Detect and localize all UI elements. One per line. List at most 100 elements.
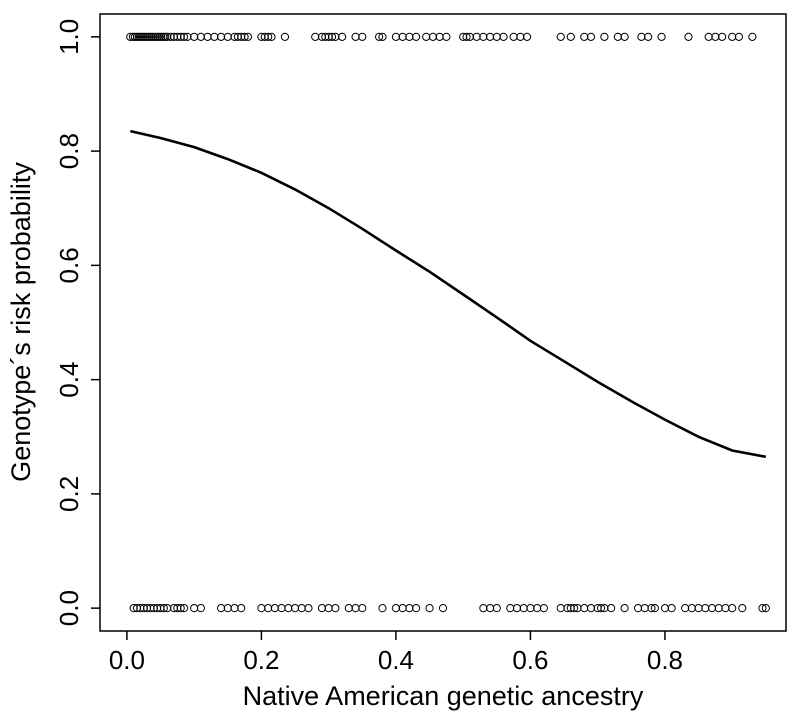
- data-point: [138, 32, 148, 41]
- data-point: [718, 32, 727, 41]
- data-point: [257, 604, 266, 613]
- data-point: [492, 32, 501, 41]
- data-point: [378, 604, 387, 613]
- data-point: [485, 32, 495, 41]
- data-point: [358, 32, 367, 41]
- data-point: [411, 32, 421, 41]
- data-point: [210, 32, 219, 41]
- data-point: [179, 604, 189, 613]
- data-point: [570, 604, 579, 613]
- y-axis-title: Genotype´s risk probability: [6, 162, 36, 482]
- data-point: [142, 32, 152, 41]
- data-point: [600, 32, 609, 41]
- data-point: [472, 32, 481, 41]
- data-point: [270, 604, 279, 613]
- data-point: [151, 32, 160, 41]
- fitted-curve-layer: [130, 129, 767, 459]
- data-point: [512, 604, 522, 613]
- data-point: [237, 604, 246, 613]
- data-point: [196, 32, 205, 41]
- data-point: [596, 604, 606, 613]
- data-point: [230, 604, 239, 613]
- data-point: [738, 604, 747, 613]
- data-point: [196, 604, 205, 613]
- data-point: [711, 32, 720, 41]
- data-point: [509, 32, 518, 41]
- data-point: [640, 604, 649, 613]
- data-point: [132, 32, 142, 41]
- data-point: [351, 604, 360, 613]
- plot-area: [99, 13, 787, 632]
- data-point: [684, 32, 693, 41]
- data-point: [358, 604, 367, 613]
- data-point: [516, 32, 525, 41]
- data-point: [506, 604, 515, 613]
- data-point: [660, 604, 670, 613]
- data-point: [405, 604, 414, 613]
- data-point: [758, 604, 767, 613]
- plot-frame: [99, 13, 787, 632]
- data-point: [586, 604, 596, 613]
- data-point: [650, 604, 659, 613]
- data-point: [216, 32, 226, 41]
- data-point: [190, 32, 199, 41]
- data-point: [280, 32, 290, 41]
- data-point: [331, 604, 340, 613]
- data-point: [317, 604, 327, 613]
- data-point: [485, 604, 495, 613]
- data-point: [267, 32, 276, 41]
- data-point: [681, 604, 690, 613]
- data-point: [375, 32, 384, 41]
- data-point: [130, 32, 140, 41]
- data-point: [580, 604, 589, 613]
- data-point: [149, 32, 158, 41]
- data-point: [216, 604, 226, 613]
- data-point: [533, 604, 542, 613]
- data-point: [721, 604, 730, 613]
- data-point: [492, 604, 501, 613]
- data-point: [190, 604, 199, 613]
- x-axis-title: Native American genetic ancestry: [243, 681, 644, 711]
- data-point: [519, 604, 528, 613]
- data-point: [391, 604, 401, 613]
- data-point: [499, 32, 508, 41]
- y-tick-label: 0.2: [54, 476, 84, 512]
- data-point: [243, 32, 253, 41]
- data-point: [144, 32, 154, 41]
- data-point: [620, 604, 629, 613]
- data-point: [128, 32, 138, 41]
- data-point: [422, 32, 431, 41]
- data-point: [728, 604, 737, 613]
- data-point: [714, 604, 723, 613]
- data-point: [161, 32, 170, 41]
- data-point: [566, 32, 575, 41]
- data-point: [701, 604, 710, 613]
- y-tick-label: 0.6: [54, 247, 84, 283]
- data-point: [438, 604, 448, 613]
- x-tick-label: 0.0: [109, 645, 145, 675]
- y-tick-label: 0.0: [54, 590, 84, 626]
- data-point: [647, 604, 656, 613]
- data-point: [620, 32, 629, 41]
- data-point: [580, 32, 589, 41]
- y-axis: 0.0 0.2 0.4 0.6 0.8 1.0: [54, 19, 100, 626]
- data-point: [159, 604, 168, 613]
- data-point: [155, 32, 164, 41]
- data-point: [290, 604, 300, 613]
- data-point: [748, 32, 757, 41]
- y-tick-label: 0.8: [54, 133, 84, 169]
- data-point: [539, 604, 548, 613]
- data-point: [140, 32, 150, 41]
- data-point: [405, 32, 414, 41]
- data-point: [556, 604, 565, 613]
- data-points: [126, 32, 770, 613]
- x-axis: 0.0 0.2 0.4 0.6 0.8: [109, 631, 683, 675]
- data-point: [644, 32, 653, 41]
- data-point: [264, 32, 273, 41]
- data-point: [657, 32, 666, 41]
- data-point: [586, 32, 596, 41]
- data-point: [378, 32, 387, 41]
- data-point: [425, 604, 434, 613]
- data-point: [136, 32, 146, 41]
